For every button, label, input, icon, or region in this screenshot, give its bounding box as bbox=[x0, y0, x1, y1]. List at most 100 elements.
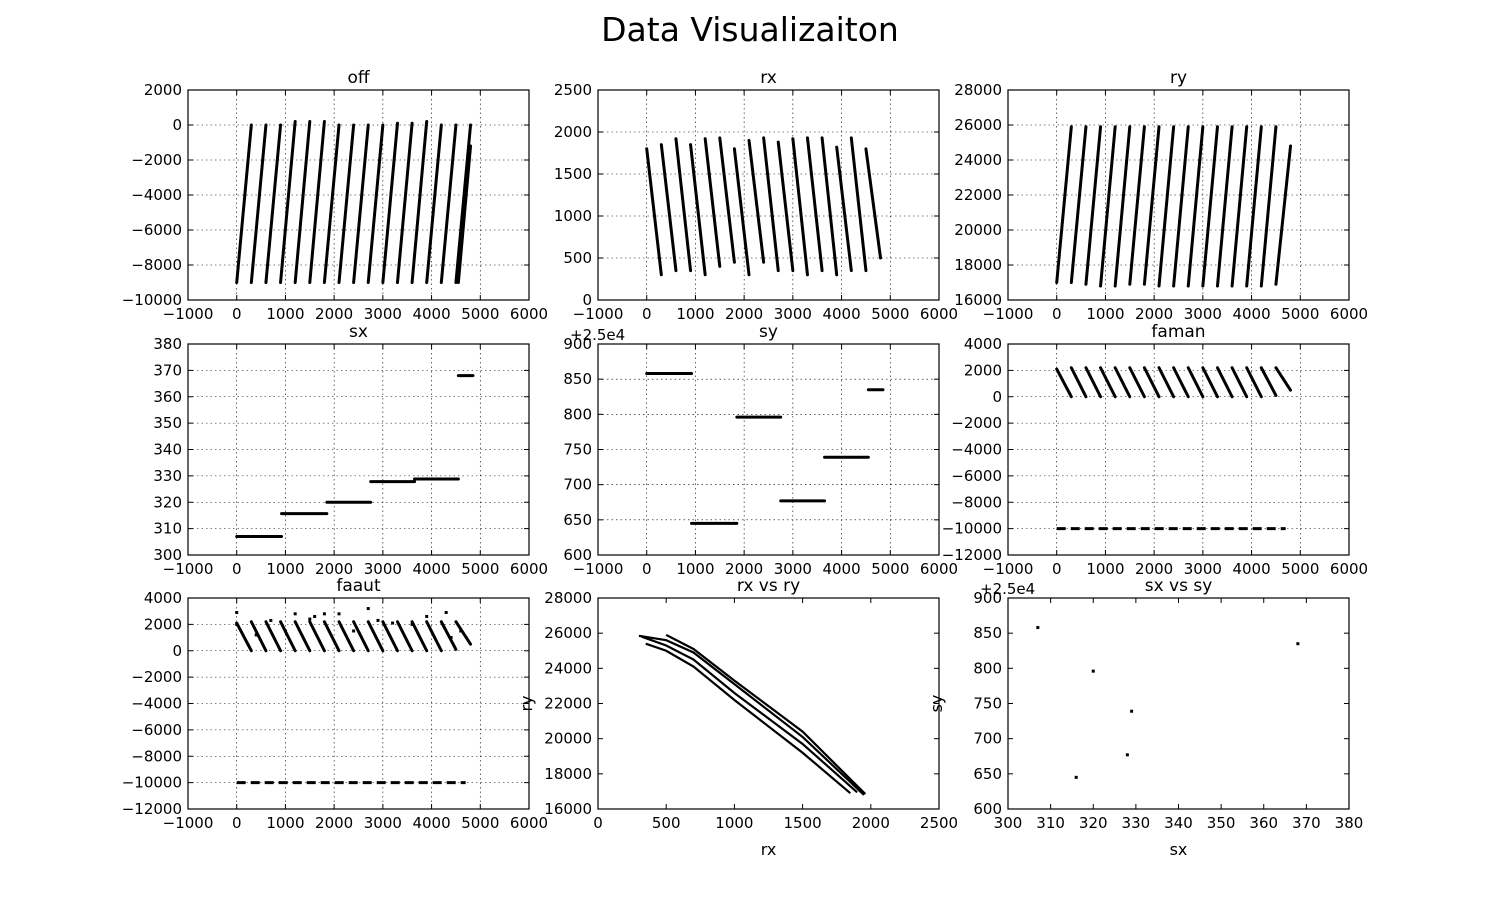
data-stroke bbox=[1099, 366, 1117, 399]
data-stroke bbox=[732, 147, 751, 277]
y-tick-label: 22000 bbox=[544, 695, 592, 713]
x-tick-label: 5000 bbox=[1281, 560, 1319, 578]
x-tick-label: 6000 bbox=[1330, 560, 1368, 578]
data-polyline bbox=[645, 642, 852, 795]
data-stroke bbox=[1069, 125, 1088, 284]
y-tick-label: 24000 bbox=[954, 151, 1002, 169]
x-tick-label: 2000 bbox=[725, 560, 763, 578]
data-stroke bbox=[1215, 366, 1234, 399]
x-tick-label: 0 bbox=[232, 560, 242, 578]
x-tick-label: −1000 bbox=[163, 814, 214, 832]
y-tick-label: −10000 bbox=[122, 291, 182, 309]
x-tick-label: 2000 bbox=[315, 814, 353, 832]
x-tick-label: 5000 bbox=[461, 305, 499, 323]
y-tick-label: 750 bbox=[563, 441, 592, 459]
x-tick-label: 2000 bbox=[852, 814, 890, 832]
x-tick-label: 0 bbox=[642, 305, 652, 323]
y-tick-label: −10000 bbox=[122, 774, 182, 792]
x-tick-label: 370 bbox=[1292, 814, 1321, 832]
data-polyline bbox=[665, 633, 867, 795]
x-tick-label: 1000 bbox=[715, 814, 753, 832]
x-tick-label: 6000 bbox=[510, 560, 548, 578]
data-stroke bbox=[337, 123, 356, 284]
data-stroke bbox=[249, 123, 268, 284]
x-tick-label: 3000 bbox=[364, 560, 402, 578]
x-tick-label: 1000 bbox=[1086, 560, 1124, 578]
x-tick-label: 340 bbox=[1164, 814, 1193, 832]
y-axis-label: sy bbox=[927, 695, 946, 713]
y-offset-label: +2.5e4 bbox=[570, 326, 625, 344]
x-tick-label: 3000 bbox=[364, 814, 402, 832]
data-point bbox=[449, 636, 453, 640]
x-tick-label: −1000 bbox=[573, 560, 624, 578]
y-tick-label: 18000 bbox=[544, 765, 592, 783]
y-tick-label: 800 bbox=[973, 659, 1002, 677]
y-tick-label: 2000 bbox=[554, 123, 592, 141]
data-point bbox=[1074, 775, 1078, 779]
data-stroke bbox=[762, 136, 780, 273]
y-tick-label: −8000 bbox=[951, 493, 1002, 511]
data-stroke bbox=[747, 138, 766, 264]
y-tick-label: 22000 bbox=[954, 186, 1002, 204]
x-tick-label: 6000 bbox=[920, 560, 958, 578]
x-tick-label: 4000 bbox=[1232, 560, 1270, 578]
y-tick-label: 28000 bbox=[954, 81, 1002, 99]
x-tick-label: 5000 bbox=[1281, 305, 1319, 323]
x-tick-label: 1000 bbox=[676, 305, 714, 323]
x-tick-label: 2000 bbox=[1135, 305, 1173, 323]
data-stroke bbox=[366, 123, 385, 284]
data-point bbox=[337, 612, 341, 616]
x-tick-label: 5000 bbox=[461, 560, 499, 578]
y-tick-label: 650 bbox=[973, 765, 1002, 783]
x-tick-label: 0 bbox=[232, 814, 242, 832]
y-tick-label: −2000 bbox=[131, 668, 182, 686]
data-point bbox=[1091, 669, 1095, 673]
x-tick-label: 4000 bbox=[412, 305, 450, 323]
data-point bbox=[1036, 626, 1040, 630]
y-tick-label: 900 bbox=[973, 589, 1002, 607]
data-stroke bbox=[1201, 125, 1219, 288]
data-stroke bbox=[1259, 125, 1278, 288]
x-tick-label: 5000 bbox=[871, 560, 909, 578]
data-stroke bbox=[820, 136, 839, 277]
x-tick-label: 1000 bbox=[1086, 305, 1124, 323]
y-tick-label: 16000 bbox=[544, 800, 592, 818]
x-tick-label: 0 bbox=[1052, 305, 1062, 323]
y-tick-label: 2000 bbox=[144, 615, 182, 633]
data-stroke bbox=[352, 123, 370, 284]
data-stroke bbox=[1055, 367, 1073, 399]
y-tick-label: 300 bbox=[153, 546, 182, 564]
plot-frame bbox=[187, 343, 530, 556]
panel-ry: −1000 0 1000 2000 3000 4000 5000 6000 16000 18000… bbox=[954, 68, 1368, 323]
data-stroke bbox=[249, 620, 268, 653]
y-tick-label: 1000 bbox=[554, 207, 592, 225]
data-point bbox=[313, 614, 317, 618]
panel-title: sx vs sy bbox=[1145, 576, 1213, 596]
y-tick-label: 650 bbox=[563, 511, 592, 529]
x-tick-label: 4000 bbox=[412, 814, 450, 832]
x-tick-label: 3000 bbox=[1184, 560, 1222, 578]
data-stroke bbox=[454, 620, 473, 646]
y-tick-label: 320 bbox=[153, 493, 182, 511]
y-offset-label: +2.5e4 bbox=[980, 580, 1035, 598]
x-tick-label: 310 bbox=[1036, 814, 1065, 832]
plot-frame bbox=[597, 89, 940, 301]
data-stroke bbox=[1245, 125, 1263, 288]
data-stroke bbox=[849, 136, 868, 273]
series-sx-vs-sy bbox=[1036, 626, 1300, 779]
data-stroke bbox=[454, 123, 473, 284]
y-tick-label: 340 bbox=[153, 441, 182, 459]
x-tick-label: 6000 bbox=[1330, 305, 1368, 323]
x-tick-label: 2000 bbox=[315, 305, 353, 323]
data-stroke bbox=[395, 121, 414, 284]
data-stroke bbox=[1245, 366, 1263, 399]
data-stroke bbox=[645, 147, 663, 277]
data-stroke bbox=[308, 620, 326, 653]
y-tick-label: −12000 bbox=[942, 546, 1002, 564]
data-point bbox=[235, 622, 239, 626]
y-tick-label: 900 bbox=[563, 335, 592, 353]
x-tick-label: 2000 bbox=[315, 560, 353, 578]
x-tick-label: −1000 bbox=[163, 560, 214, 578]
panel-title: faman bbox=[1151, 322, 1205, 342]
y-tick-label: 600 bbox=[973, 800, 1002, 818]
